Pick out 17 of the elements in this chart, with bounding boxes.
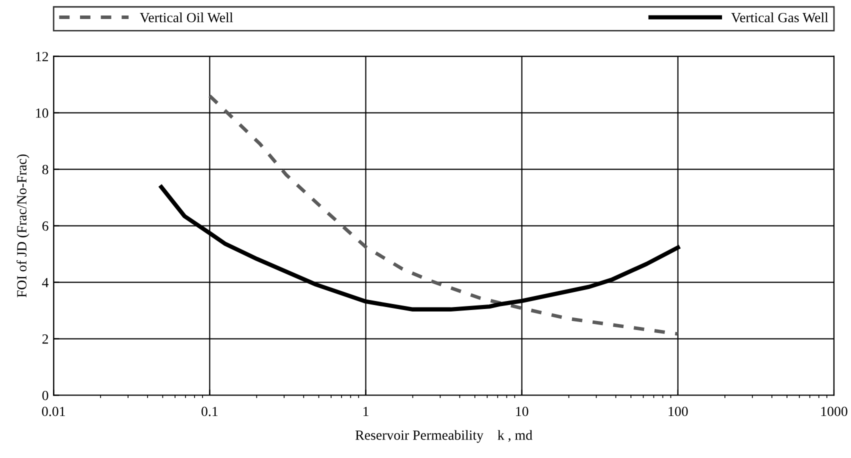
x-tick-label: 100	[668, 406, 688, 416]
y-tick-label: 8	[42, 164, 48, 174]
y-tick-label: 6	[42, 221, 48, 231]
x-tick-label: 10	[516, 406, 528, 416]
legend-label: Vertical Oil Well	[140, 12, 233, 22]
y-tick-label: 2	[42, 334, 48, 344]
y-tick-label: 0	[42, 390, 48, 400]
x-tick-label: 0.1	[202, 406, 218, 416]
legend-label: Vertical Gas Well	[731, 12, 828, 22]
y-tick-label: 4	[42, 278, 49, 288]
x-tick-label: 0.01	[42, 406, 65, 416]
x-tick-label: 1000	[821, 406, 848, 416]
y-tick-label: 10	[36, 108, 48, 118]
y-tick-label: 12	[36, 52, 48, 62]
x-tick-label: 1	[364, 406, 368, 416]
x-axis-title: Reservoir Permeability k , md	[355, 430, 532, 443]
y-axis-title: FOI of JD (Frac/No-Frac)	[16, 154, 30, 298]
